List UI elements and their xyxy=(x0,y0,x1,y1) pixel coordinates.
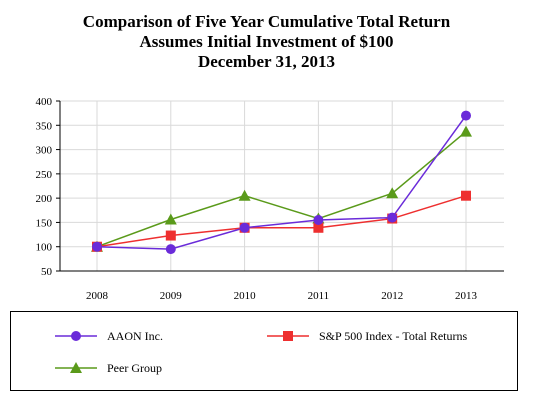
data-point-square xyxy=(313,222,324,233)
data-point-circle xyxy=(313,215,324,225)
x-tick-label: 2013 xyxy=(455,290,478,302)
data-point-circle xyxy=(239,222,250,233)
legend-item-peer: Peer Group xyxy=(55,358,162,378)
legend-label-aaon: AAON Inc. xyxy=(107,328,163,343)
chart-date: December 31, 2013 xyxy=(197,52,336,71)
data-point-circle xyxy=(461,110,471,121)
y-tick-label: 150 xyxy=(36,217,53,229)
legend-circle-marker-icon xyxy=(55,331,97,341)
data-point-circle xyxy=(92,241,102,252)
x-tick-label: 2008 xyxy=(86,290,109,302)
line-chart: 50 100 150 200 250 300 350 400 2008 2009 2010 2011 2… xyxy=(36,96,504,302)
x-tick-label: 2012 xyxy=(381,290,403,302)
chart-title: Comparison of Five Year Cumulative Total… xyxy=(82,12,451,31)
series-line-1 xyxy=(96,194,467,248)
legend-label-sp500: S&P 500 Index - Total Returns xyxy=(319,328,468,343)
data-point-square xyxy=(461,190,471,201)
y-tick-label: 400 xyxy=(36,96,53,108)
data-point-triangle xyxy=(460,125,472,137)
y-tick-label: 300 xyxy=(36,145,53,157)
data-point-circle xyxy=(165,244,176,255)
x-tick-label: 2010 xyxy=(234,290,257,302)
data-point-square xyxy=(165,230,176,241)
x-tick-label: 2011 xyxy=(308,290,330,302)
y-tick-label: 100 xyxy=(36,242,53,254)
legend-item-aaon: AAON Inc. xyxy=(55,326,163,346)
data-point-triangle xyxy=(386,187,399,199)
data-point-triangle xyxy=(238,189,251,201)
y-tick-label: 350 xyxy=(36,120,53,132)
chart-title-block: Comparison of Five Year Cumulative Total… xyxy=(0,12,533,72)
x-tick-label: 2009 xyxy=(160,290,183,302)
data-point-circle xyxy=(387,212,398,223)
chart-legend: AAON Inc. S&P 500 Index - Total Returns … xyxy=(10,311,518,391)
legend-label-peer: Peer Group xyxy=(107,360,162,375)
y-tick-label: 50 xyxy=(41,266,53,278)
series-line-2 xyxy=(96,131,467,248)
y-tick-label: 250 xyxy=(36,169,53,181)
chart-subtitle: Assumes Initial Investment of $100 xyxy=(139,32,394,51)
data-point-triangle xyxy=(164,213,177,225)
series-line-0 xyxy=(96,115,467,250)
legend-triangle-marker-icon xyxy=(55,362,97,373)
legend-item-sp500: S&P 500 Index - Total Returns xyxy=(267,326,467,346)
legend-square-marker-icon xyxy=(267,331,309,341)
y-tick-label: 200 xyxy=(36,193,53,205)
